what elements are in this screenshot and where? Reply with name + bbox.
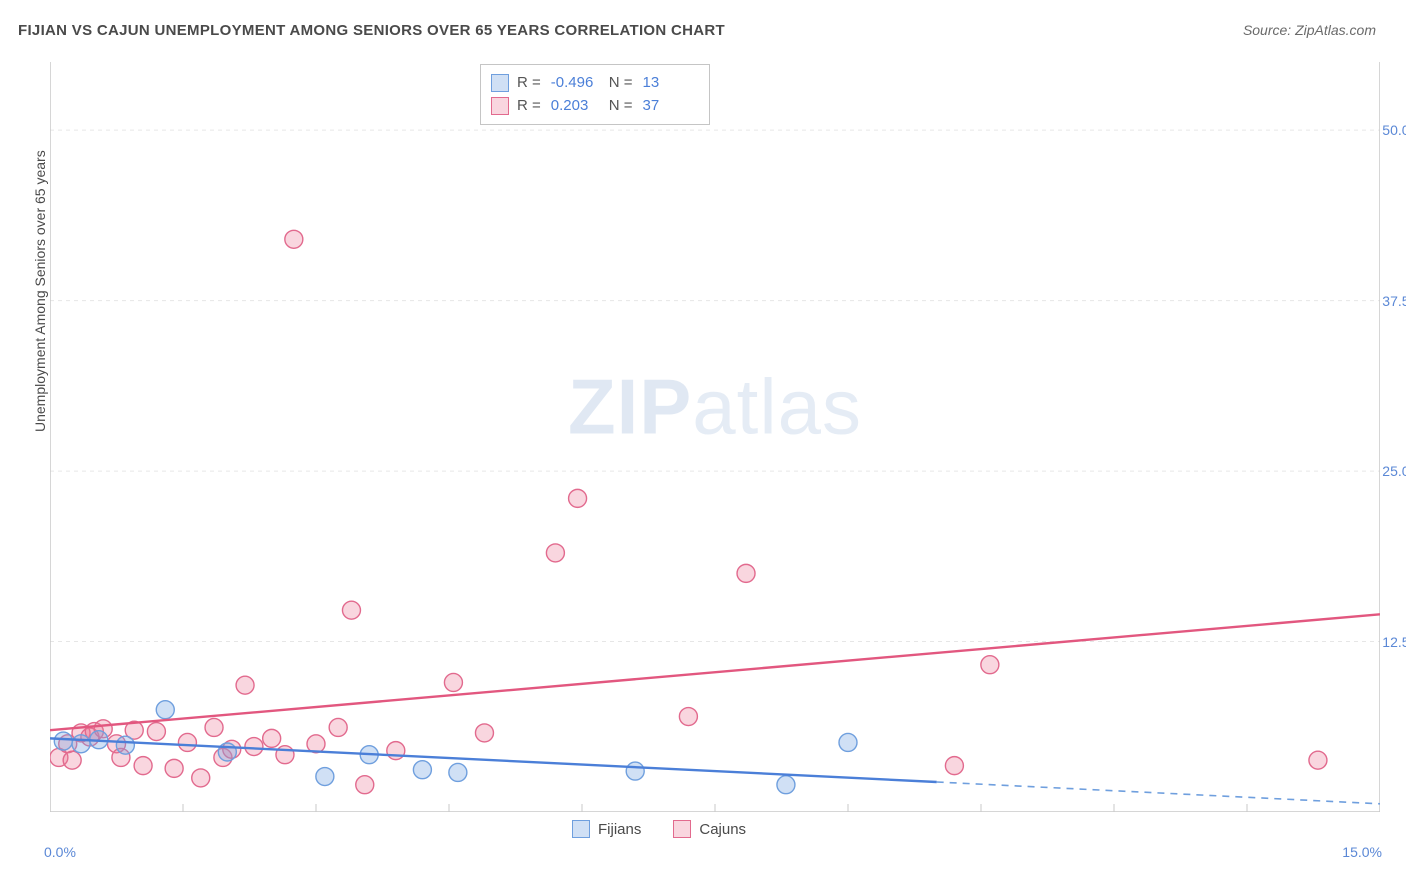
legend-label: Cajuns (699, 821, 746, 838)
data-point (569, 489, 587, 507)
data-point (1309, 751, 1327, 769)
chart-header: FIJIAN VS CAJUN UNEMPLOYMENT AMONG SENIO… (0, 0, 1406, 49)
data-point (134, 757, 152, 775)
data-point (356, 776, 374, 794)
data-point (413, 761, 431, 779)
data-point (178, 733, 196, 751)
data-point (156, 701, 174, 719)
chart-source: Source: ZipAtlas.com (1243, 22, 1376, 38)
y-tick-label: 12.5% (1382, 634, 1406, 650)
data-point (316, 768, 334, 786)
scatter-plot (50, 62, 1380, 812)
chart-container: Unemployment Among Seniors over 65 years… (50, 62, 1380, 812)
trend-line-fijians (50, 738, 937, 782)
stats-row: R = 0.203 N = 37 (491, 94, 693, 117)
correlation-stats-box: R = -0.496 N = 13 R = 0.203 N = 37 (480, 64, 710, 125)
data-point (63, 751, 81, 769)
data-point (245, 738, 263, 756)
data-point (192, 769, 210, 787)
legend-swatch (673, 820, 691, 838)
r-label: R = (517, 94, 541, 117)
y-tick-label: 25.0% (1382, 463, 1406, 479)
legend-item: Cajuns (673, 820, 746, 838)
data-point (165, 759, 183, 777)
data-point (449, 763, 467, 781)
data-point (205, 718, 223, 736)
data-point (546, 544, 564, 562)
trend-line-fijians-ext (937, 782, 1380, 804)
series-swatch (491, 74, 509, 92)
data-point (342, 601, 360, 619)
data-point (72, 735, 90, 753)
data-point (329, 718, 347, 736)
data-point (737, 564, 755, 582)
chart-legend: Fijians Cajuns (572, 820, 746, 838)
r-value: -0.496 (551, 71, 601, 94)
stats-row: R = -0.496 N = 13 (491, 71, 693, 94)
x-axis-min-label: 0.0% (44, 844, 76, 860)
data-point (475, 724, 493, 742)
x-axis-max-label: 15.0% (1342, 844, 1382, 860)
data-point (147, 723, 165, 741)
r-label: R = (517, 71, 541, 94)
data-point (387, 742, 405, 760)
n-value: 37 (643, 94, 693, 117)
data-point (444, 673, 462, 691)
data-point (285, 230, 303, 248)
legend-label: Fijians (598, 821, 641, 838)
data-point (839, 733, 857, 751)
data-point (54, 732, 72, 750)
data-point (679, 708, 697, 726)
data-point (981, 656, 999, 674)
y-axis-label: Unemployment Among Seniors over 65 years (32, 150, 48, 432)
y-tick-label: 37.5% (1382, 293, 1406, 309)
data-point (777, 776, 795, 794)
data-point (236, 676, 254, 694)
y-tick-label: 50.0% (1382, 122, 1406, 138)
data-point (263, 729, 281, 747)
data-point (945, 757, 963, 775)
data-point (116, 736, 134, 754)
r-value: 0.203 (551, 94, 601, 117)
n-label: N = (609, 94, 633, 117)
data-point (626, 762, 644, 780)
trend-line-cajuns (50, 614, 1380, 730)
legend-item: Fijians (572, 820, 641, 838)
chart-title: FIJIAN VS CAJUN UNEMPLOYMENT AMONG SENIO… (18, 22, 725, 39)
series-swatch (491, 97, 509, 115)
n-value: 13 (643, 71, 693, 94)
legend-swatch (572, 820, 590, 838)
n-label: N = (609, 71, 633, 94)
